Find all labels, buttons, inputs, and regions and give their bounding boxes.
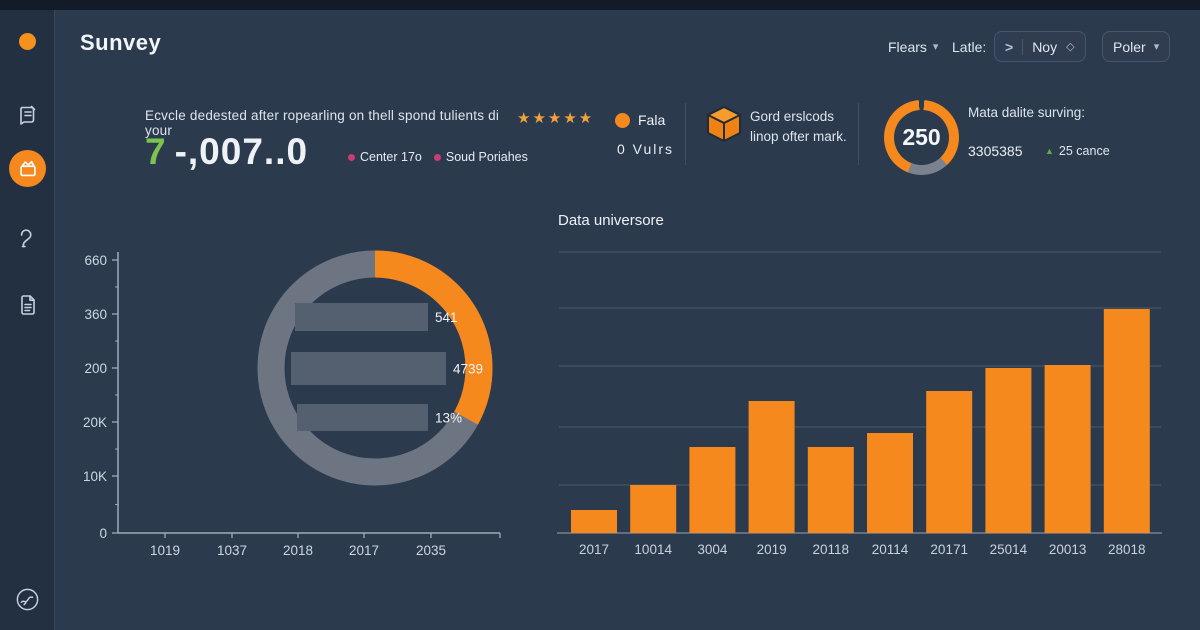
date-picker-box[interactable]: > Noy ◇ [994, 31, 1086, 62]
x-tick-label: 2017 [349, 543, 379, 558]
globe-icon[interactable] [14, 586, 39, 611]
gauge-delta: ▲ 25 cance [1045, 144, 1110, 158]
survey-total-value: 7 -,007..0 [145, 131, 308, 173]
sidebar [0, 10, 55, 630]
inner-bar-label: 13% [435, 411, 462, 426]
period-value[interactable]: Poler [1113, 38, 1146, 55]
category-label: 28018 [1108, 542, 1146, 557]
legend-dot-icon [348, 153, 355, 161]
inner-bar-label: 541 [435, 310, 458, 325]
sidebar-item-dashboard[interactable] [9, 150, 46, 187]
y-tick-label: 0 [99, 526, 107, 541]
category-label: 3004 [697, 542, 728, 557]
diamond-icon: ◇ [1066, 41, 1075, 53]
legend-label: Soud Poriahes [445, 150, 528, 164]
y-tick-label: 360 [84, 307, 107, 322]
x-tick-label: 2035 [416, 543, 446, 558]
chevron-down-icon: ▾ [1153, 41, 1160, 53]
donut-axes-chart: 660 360 200 20K 10K 0 1019 1037 2018 2017 2035 541 4… [83, 250, 501, 558]
legend-label: Center 17o [360, 150, 422, 164]
chevron-down-icon: ▾ [932, 41, 939, 53]
top-strip [0, 0, 1200, 10]
month-value[interactable]: Noy [1032, 38, 1058, 55]
bar [748, 401, 795, 533]
bar [926, 391, 973, 533]
inner-bar [295, 303, 428, 331]
donut-arc [257, 250, 493, 486]
next-arrow-button[interactable]: > [1005, 38, 1014, 55]
bar [985, 368, 1032, 533]
bar [807, 447, 854, 533]
y-tick-label: 10K [83, 469, 107, 484]
bar [1044, 365, 1091, 533]
bar [689, 447, 736, 533]
category-label: 20118 [813, 542, 850, 557]
category-label: 2019 [757, 542, 787, 557]
page-title: Sunvey [80, 30, 162, 55]
inner-bar [297, 404, 428, 431]
orders-text: Gord erslcods linop ofter mark. [750, 107, 847, 147]
legend-dot-icon [433, 153, 441, 161]
date-picker: > Noy ◇ [994, 31, 1086, 62]
orders-line2: linop ofter mark. [750, 129, 847, 144]
stat-divider [858, 103, 859, 165]
legend-item: Soud Poriahes [433, 150, 528, 164]
date-label-text: Latle: [952, 38, 987, 55]
x-tick-label: 1037 [217, 543, 247, 558]
orders-line1: Gord erslcods [750, 109, 835, 124]
pill-divider [1022, 38, 1024, 55]
bar-chart-title: Data universore [558, 212, 664, 229]
progress-gauge: 250 [884, 100, 959, 175]
y-tick-label: 200 [84, 361, 107, 376]
bar [1103, 309, 1150, 533]
category-label: 25014 [990, 542, 1028, 557]
category-label: 20114 [872, 542, 909, 557]
fala-label: Fala [638, 112, 666, 128]
stat-divider [685, 103, 686, 165]
gauge-delta-label: 25 cance [1058, 144, 1110, 158]
gauge-metric: 3305385 [968, 143, 1023, 159]
bar [867, 433, 913, 533]
gauge-value: 250 [902, 124, 941, 150]
up-arrow-icon: ▲ [1045, 146, 1054, 156]
filters-dropdown[interactable]: Flears ▾ [888, 31, 938, 62]
fala-value: 0 Vulrs [617, 141, 675, 157]
x-tick-label: 2018 [283, 543, 313, 558]
inner-bar-label: 4739 [453, 362, 483, 377]
gauge-title: Mata dalite surving: [968, 105, 1086, 120]
period-dropdown: Poler ▾ [1102, 31, 1171, 62]
bar [630, 485, 677, 533]
hook-icon[interactable] [16, 226, 40, 250]
fala-stat: Fala [615, 112, 665, 128]
status-dot [19, 33, 36, 50]
category-label: 20013 [1049, 542, 1087, 557]
y-tick-label: 660 [84, 253, 107, 268]
survey-legend: Center 17o Soud Poriahes [348, 150, 528, 164]
date-label: Latle: [952, 31, 986, 62]
legend-item: Center 17o [348, 150, 422, 164]
star-rating: ★★★★★ [517, 110, 595, 127]
bar-chart: 2017 10014 3004 2019 20118 20114 20171 25014 200… [557, 251, 1162, 557]
category-label: 10014 [634, 542, 672, 557]
memo-icon[interactable] [16, 103, 40, 127]
filters-dropdown-label: Flears [888, 38, 927, 55]
category-label: 20171 [930, 542, 968, 557]
chart-box-icon [19, 160, 36, 176]
y-tick-label: 20K [83, 415, 107, 430]
survey-value-rest: -,007..0 [174, 131, 309, 172]
category-label: 2017 [579, 542, 609, 557]
cube-icon [704, 104, 744, 144]
orange-dot-icon [615, 112, 630, 128]
survey-headline: Ecvcle dedested after ropearling on thel… [145, 108, 500, 138]
survey-value-highlight: 7 [145, 131, 167, 172]
bar [571, 510, 617, 533]
inner-bar [291, 352, 446, 385]
period-dropdown-box[interactable]: Poler ▾ [1102, 31, 1171, 62]
file-icon[interactable] [16, 293, 40, 317]
x-tick-label: 1019 [150, 543, 180, 558]
